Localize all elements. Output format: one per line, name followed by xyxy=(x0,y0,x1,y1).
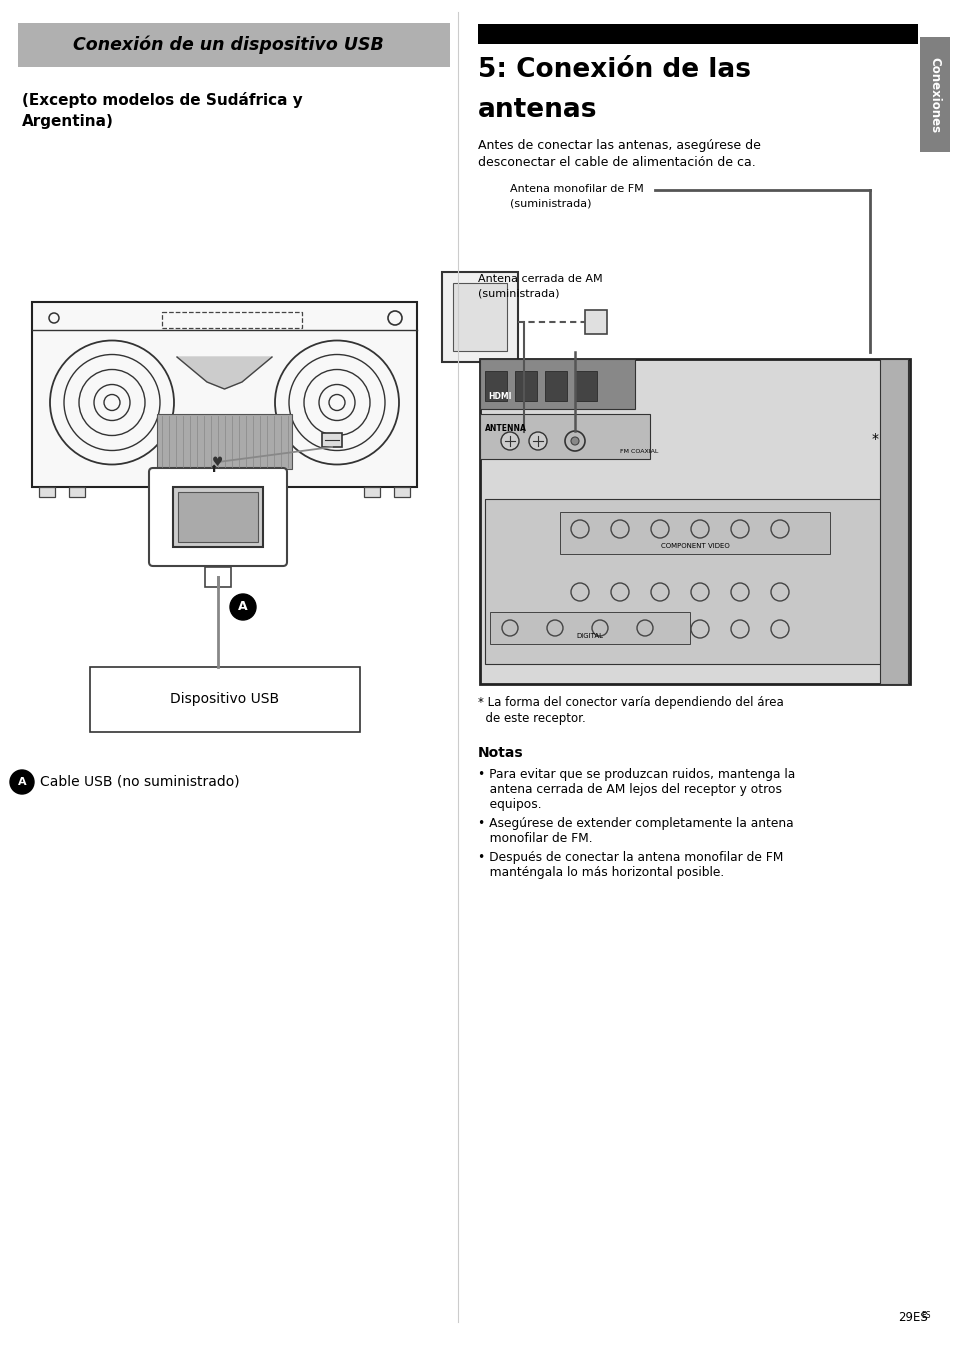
Text: Antena monofilar de FM: Antena monofilar de FM xyxy=(510,184,643,193)
FancyBboxPatch shape xyxy=(157,414,292,469)
Circle shape xyxy=(10,771,34,794)
FancyBboxPatch shape xyxy=(484,370,506,402)
Text: Dispositivo USB: Dispositivo USB xyxy=(171,692,279,707)
FancyBboxPatch shape xyxy=(364,487,379,498)
Text: manténgala lo más horizontal posible.: manténgala lo más horizontal posible. xyxy=(477,867,723,879)
FancyBboxPatch shape xyxy=(441,272,517,362)
Text: HDMI: HDMI xyxy=(488,392,511,402)
Text: COMPONENT VIDEO: COMPONENT VIDEO xyxy=(659,544,729,549)
FancyBboxPatch shape xyxy=(879,360,907,684)
FancyBboxPatch shape xyxy=(484,499,904,664)
Text: 29ES: 29ES xyxy=(898,1311,927,1324)
Text: Conexiones: Conexiones xyxy=(927,57,941,132)
FancyBboxPatch shape xyxy=(205,566,231,587)
Text: ES: ES xyxy=(920,1311,929,1320)
Text: antenas: antenas xyxy=(477,97,597,123)
FancyBboxPatch shape xyxy=(322,433,341,448)
FancyBboxPatch shape xyxy=(479,360,909,684)
FancyBboxPatch shape xyxy=(39,487,55,498)
Text: • Después de conectar la antena monofilar de FM: • Después de conectar la antena monofila… xyxy=(477,850,782,864)
FancyBboxPatch shape xyxy=(172,487,263,548)
FancyBboxPatch shape xyxy=(18,23,450,68)
Text: (suministrada): (suministrada) xyxy=(510,199,591,210)
FancyBboxPatch shape xyxy=(149,468,287,566)
Text: (suministrada): (suministrada) xyxy=(477,289,558,299)
Text: antena cerrada de AM lejos del receptor y otros: antena cerrada de AM lejos del receptor … xyxy=(477,783,781,796)
Circle shape xyxy=(230,594,255,621)
Text: Antena cerrada de AM: Antena cerrada de AM xyxy=(477,274,602,284)
Text: * La forma del conector varía dependiendo del área: * La forma del conector varía dependiend… xyxy=(477,696,783,708)
FancyBboxPatch shape xyxy=(32,301,416,487)
Text: ANTENNA: ANTENNA xyxy=(484,425,526,433)
Text: desconectar el cable de alimentación de ca.: desconectar el cable de alimentación de … xyxy=(477,155,755,169)
FancyBboxPatch shape xyxy=(919,37,949,151)
Text: • Asegúrese de extender completamente la antena: • Asegúrese de extender completamente la… xyxy=(477,817,793,830)
FancyBboxPatch shape xyxy=(584,310,606,334)
FancyBboxPatch shape xyxy=(479,414,649,458)
Text: A: A xyxy=(18,777,27,787)
Text: de este receptor.: de este receptor. xyxy=(477,713,585,725)
Circle shape xyxy=(564,431,584,452)
Text: equipos.: equipos. xyxy=(477,798,541,811)
FancyBboxPatch shape xyxy=(490,612,689,644)
FancyBboxPatch shape xyxy=(515,370,537,402)
Text: DIGITAL: DIGITAL xyxy=(576,633,603,639)
Text: Notas: Notas xyxy=(477,746,523,760)
FancyBboxPatch shape xyxy=(69,487,85,498)
FancyBboxPatch shape xyxy=(178,492,257,542)
FancyBboxPatch shape xyxy=(90,667,359,731)
Text: ♥: ♥ xyxy=(213,456,223,469)
Circle shape xyxy=(529,433,546,450)
FancyBboxPatch shape xyxy=(394,487,410,498)
Circle shape xyxy=(571,437,578,445)
Text: A: A xyxy=(238,600,248,614)
Text: FM COAXIAL: FM COAXIAL xyxy=(619,449,658,454)
Text: • Para evitar que se produzcan ruidos, mantenga la: • Para evitar que se produzcan ruidos, m… xyxy=(477,768,795,781)
FancyBboxPatch shape xyxy=(544,370,566,402)
Text: (Excepto modelos de Sudáfrica y: (Excepto modelos de Sudáfrica y xyxy=(22,92,302,108)
Text: *: * xyxy=(871,433,878,446)
Text: Cable USB (no suministrado): Cable USB (no suministrado) xyxy=(40,775,239,790)
FancyBboxPatch shape xyxy=(575,370,597,402)
FancyBboxPatch shape xyxy=(479,360,635,410)
Text: Conexión de un dispositivo USB: Conexión de un dispositivo USB xyxy=(72,35,383,54)
Circle shape xyxy=(500,433,518,450)
Text: 5: Conexión de las: 5: Conexión de las xyxy=(477,57,750,82)
Text: Argentina): Argentina) xyxy=(22,114,113,128)
FancyBboxPatch shape xyxy=(453,283,506,352)
Text: Antes de conectar las antenas, asegúrese de: Antes de conectar las antenas, asegúrese… xyxy=(477,139,760,151)
FancyBboxPatch shape xyxy=(559,512,829,554)
Polygon shape xyxy=(177,357,272,389)
Text: ⬆: ⬆ xyxy=(209,464,217,475)
FancyBboxPatch shape xyxy=(477,24,917,45)
Text: monofilar de FM.: monofilar de FM. xyxy=(477,831,592,845)
